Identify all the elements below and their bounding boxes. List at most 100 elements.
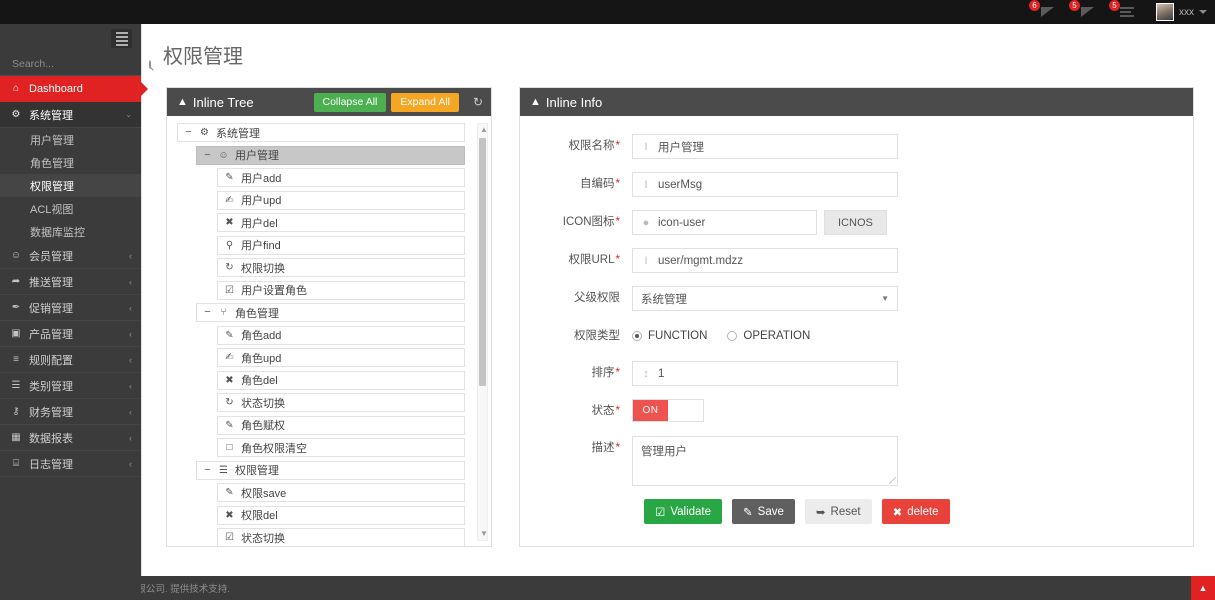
radio-operation-dot[interactable] — [727, 331, 738, 341]
pencil-icon: ✎ — [225, 487, 234, 498]
tree-scrollbar-thumb[interactable] — [479, 138, 486, 386]
description-textarea[interactable]: 管理用户 — [632, 436, 898, 486]
chevron-icon: ‹ — [129, 406, 132, 417]
required-marker: * — [615, 254, 620, 266]
sidebar-subitem-4[interactable]: 数据库监控 — [0, 220, 141, 243]
check-square-icon: ☑ — [225, 284, 234, 296]
radio-operation[interactable]: OPERATION — [727, 330, 810, 342]
save-label: Save — [757, 505, 784, 518]
validate-button[interactable]: ☑ Validate — [644, 499, 723, 524]
scroll-up-icon[interactable]: ▲ — [480, 125, 488, 134]
collapse-all-button[interactable]: Collapse All — [313, 92, 387, 112]
order-input[interactable]: ↕ 1 — [632, 361, 898, 386]
description-value: 管理用户 — [641, 446, 687, 458]
sidebar-item-3[interactable]: ➦ 推送管理 ‹ — [0, 269, 141, 295]
tree-node-label: 权限del — [241, 510, 278, 522]
search-icon[interactable] — [149, 59, 151, 69]
sidebar-subitem-2[interactable]: 权限管理 — [0, 174, 141, 197]
sidebar-subitem-3[interactable]: ACL视图 — [0, 197, 141, 220]
radio-function-dot[interactable] — [632, 331, 642, 341]
parent-label-wrap: 父级权限 — [520, 286, 632, 310]
name-input[interactable]: I 用户管理 — [632, 134, 898, 159]
messages-icon[interactable]: 5 — [1069, 0, 1098, 20]
icnos-button[interactable]: ICNOS — [824, 210, 887, 235]
sidebar-item-1[interactable]: ⚙ 系统管理 ⌄ — [0, 102, 141, 128]
tree-node[interactable]: ↻ 状态切换 — [217, 393, 465, 412]
tree-node[interactable]: ✎ 权限save — [217, 483, 465, 502]
scroll-down-icon[interactable]: ▼ — [480, 529, 488, 538]
tree-node[interactable]: ↻ 权限切换 — [217, 258, 465, 277]
tree-node[interactable]: ✍ 用户upd — [217, 190, 465, 210]
tasks-icon[interactable]: 6 — [1029, 0, 1058, 20]
chevron-icon: ‹ — [129, 458, 132, 469]
expand-all-button[interactable]: Expand All — [391, 92, 459, 112]
tree-node[interactable]: □ 角色权限清空 — [217, 438, 465, 457]
tree-toggle-icon[interactable]: − — [204, 148, 211, 161]
required-marker: * — [615, 367, 620, 379]
sidebar-item-7[interactable]: ☰ 类别管理 ‹ — [0, 373, 141, 399]
radio-operation-label: OPERATION — [743, 330, 811, 342]
tree-node[interactable]: ✍ 角色upd — [217, 348, 465, 367]
delete-button[interactable]: ✖ delete — [881, 499, 950, 524]
status-toggle-knob[interactable] — [668, 400, 703, 421]
required-marker: * — [615, 216, 620, 228]
tree-node[interactable]: − ☺ 用户管理 — [196, 145, 465, 165]
code-input[interactable]: I userMsg — [632, 172, 898, 197]
parent-select[interactable]: 系统管理 ▼ — [632, 286, 898, 311]
pencil-icon: ✎ — [743, 506, 753, 519]
tree-node[interactable]: ⚲ 用户find — [217, 235, 465, 255]
share-arrow-icon: ➥ — [815, 506, 826, 519]
sidebar-search[interactable] — [0, 53, 151, 76]
sidebar-item-10[interactable]: ⌸ 日志管理 ‹ — [0, 451, 141, 477]
sidebar-item-5[interactable]: ▣ 产品管理 ‹ — [0, 321, 141, 347]
sidebar-item-2[interactable]: ☺ 会员管理 ‹ — [0, 243, 141, 269]
type-label: 权限类型 — [574, 330, 620, 342]
tree-toggle-icon[interactable]: − — [204, 463, 211, 476]
tree-node[interactable]: ✖ 角色del — [217, 370, 465, 390]
stepper-icon[interactable]: ↕ — [643, 367, 649, 380]
sidebar-item-0[interactable]: ⌂ Dashboard — [0, 76, 141, 102]
sidebar-subitem-0[interactable]: 用户管理 — [0, 128, 141, 151]
radio-function[interactable]: FUNCTION — [632, 330, 707, 342]
hamburger-icon[interactable] — [111, 29, 132, 48]
tree-node[interactable]: ☑ 状态切换 — [217, 528, 465, 546]
tree-node-list: − ⚙ 系统管理 − ☺ 用户管理 ✎ 用户add ✍ 用户upd ✖ 用户del ⚲ 用户find ↻ 权限… — [177, 123, 481, 546]
tree-node[interactable]: ✎ 角色赋权 — [217, 415, 465, 435]
alerts-icon[interactable]: 5 — [1109, 0, 1138, 20]
sidebar-item-4[interactable]: ✒ 促销管理 ‹ — [0, 295, 141, 321]
sidebar-item-8[interactable]: ⚷ 财务管理 ‹ — [0, 399, 141, 425]
inline-info-header: ▲ Inline Info — [520, 88, 1193, 116]
tree-toggle-icon[interactable]: − — [204, 306, 211, 318]
tree-node[interactable]: ✎ 角色add — [217, 325, 465, 345]
sidebar-item-9[interactable]: ▦ 数据报表 ‹ — [0, 425, 141, 451]
tree-node[interactable]: ✖ 用户del — [217, 213, 465, 232]
refresh-icon[interactable]: ↻ — [467, 93, 485, 111]
tree-scrollbar[interactable]: ▲ ▼ — [477, 123, 488, 541]
tree-node[interactable]: ✎ 用户add — [217, 168, 465, 187]
url-input[interactable]: I user/mgmt.mdzz — [632, 248, 898, 273]
sidebar-subitem-1[interactable]: 角色管理 — [0, 151, 141, 174]
reset-button[interactable]: ➥ Reset — [804, 499, 872, 524]
tree-node[interactable]: − ⚙ 系统管理 — [177, 123, 465, 142]
back-to-top-button[interactable]: ▲ — [1191, 576, 1215, 600]
tree-node[interactable]: ✖ 权限del — [217, 505, 465, 525]
user-menu[interactable]: xxx — [1150, 0, 1215, 24]
icon-input[interactable]: ● icon-user — [632, 210, 817, 235]
text-cursor-icon: I — [644, 254, 648, 267]
tree-node-label: 角色add — [241, 330, 282, 342]
save-button[interactable]: ✎ Save — [732, 499, 795, 524]
chevron-icon: ‹ — [129, 354, 132, 365]
status-toggle[interactable]: ON — [632, 399, 704, 422]
required-marker: * — [615, 178, 620, 190]
sidebar-item-6[interactable]: ≡ 规则配置 ‹ — [0, 347, 141, 373]
order-label: 排序 — [591, 367, 615, 379]
tree-node[interactable]: − ⑂ 角色管理 — [196, 303, 465, 322]
status-label-wrap: 状态* — [520, 399, 632, 423]
tree-node[interactable]: ☑ 用户设置角色 — [217, 280, 465, 300]
tree-node[interactable]: − ☰ 权限管理 — [196, 460, 465, 480]
field-row-code: 自编码* I userMsg — [520, 172, 1193, 197]
tree-toggle-icon[interactable]: − — [185, 126, 192, 138]
search-input[interactable] — [10, 57, 149, 71]
resize-grip-icon[interactable] — [889, 477, 896, 484]
icon-label-wrap: ICON图标* — [520, 210, 632, 234]
